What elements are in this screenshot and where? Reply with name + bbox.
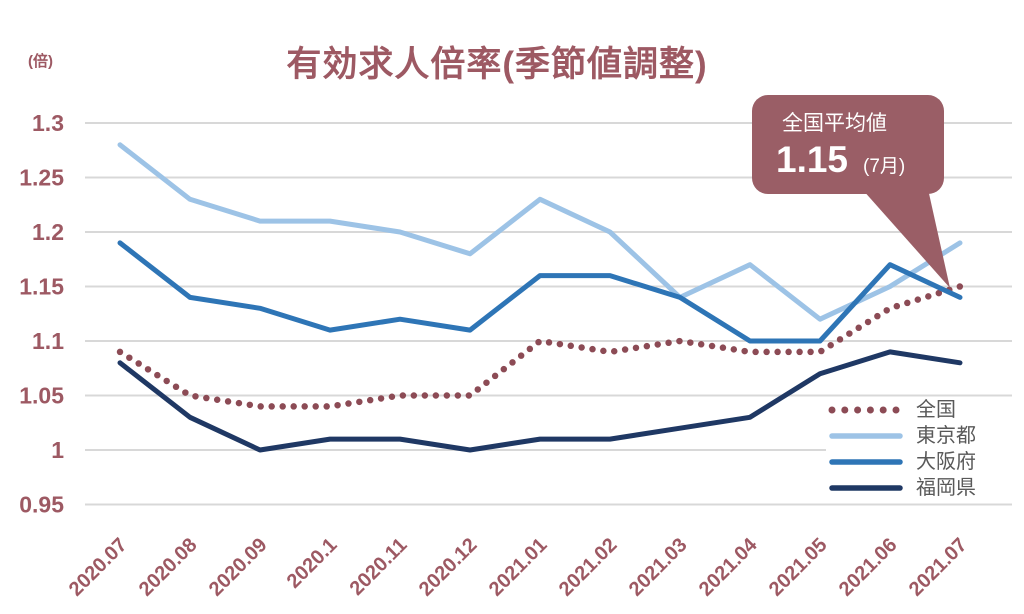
series-line-fukuoka <box>117 349 963 453</box>
x-tick-label: 2020.1 <box>283 534 342 593</box>
y-tick-label: 1.3 <box>32 110 64 136</box>
series-line-national <box>116 283 964 410</box>
y-tick-label: 1.1 <box>32 328 64 354</box>
series-line-osaka <box>117 240 963 344</box>
x-tick-label: 2020.07 <box>65 534 132 601</box>
legend-label-national: 全国 <box>916 399 956 421</box>
x-tick-label: 2021.03 <box>625 534 692 601</box>
legend-swatch-fukuoka <box>829 485 903 491</box>
y-tick-label: 1.25 <box>19 165 64 191</box>
legend-label-tokyo: 東京都 <box>916 425 976 447</box>
x-tick-label: 2021.01 <box>485 534 552 601</box>
callout-value: 1.15 <box>776 139 849 180</box>
legend: 全国東京都大阪府福岡県 <box>826 397 1018 501</box>
y-tick-label: 1 <box>51 437 64 463</box>
legend-swatch-tokyo <box>829 433 903 439</box>
legend-swatch-osaka <box>829 459 903 465</box>
y-axis-unit-label: (倍) <box>28 53 53 70</box>
x-tick-label: 2020.09 <box>205 534 272 601</box>
y-tick-label: 1.2 <box>32 219 64 245</box>
y-tick-label: 0.95 <box>19 492 64 518</box>
legend-swatch-national <box>828 406 904 414</box>
x-tick-label: 2021.07 <box>905 534 972 601</box>
legend-label-osaka: 大阪府 <box>916 451 976 473</box>
y-tick-label: 1.05 <box>19 383 64 409</box>
legend-item-osaka: 大阪府 <box>826 449 1018 475</box>
y-tick-label: 1.15 <box>19 274 64 300</box>
series-line-tokyo <box>117 142 963 322</box>
callout: 全国平均値 1.15 (7月) <box>752 95 944 194</box>
x-tick-label: 2021.06 <box>835 534 902 601</box>
x-tick-label: 2021.04 <box>695 533 762 600</box>
legend-item-fukuoka: 福岡県 <box>826 475 1018 501</box>
callout-value-row: 1.15 (7月) <box>776 139 944 181</box>
legend-item-tokyo: 東京都 <box>826 423 1018 449</box>
x-tick-label: 2021.05 <box>765 534 832 601</box>
callout-label: 全国平均値 <box>782 112 887 135</box>
legend-item-national: 全国 <box>826 397 1018 423</box>
x-tick-label: 2020.11 <box>346 534 412 600</box>
x-tick-label: 2021.02 <box>555 534 622 601</box>
x-tick-label: 2020.12 <box>415 534 482 601</box>
chart-title: 有効求人倍率(季節値調整) <box>286 45 708 84</box>
callout-month-note: (7月) <box>863 156 906 177</box>
legend-label-fukuoka: 福岡県 <box>916 477 976 499</box>
x-tick-label: 2020.08 <box>135 534 202 601</box>
